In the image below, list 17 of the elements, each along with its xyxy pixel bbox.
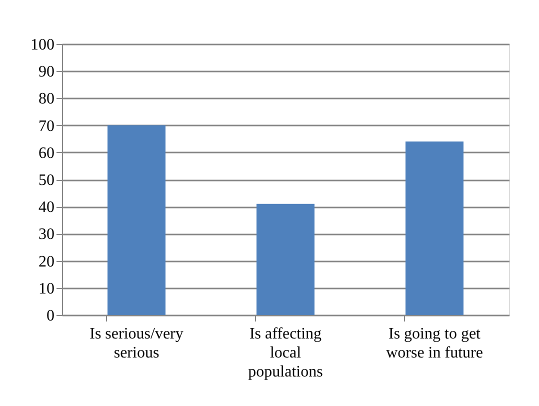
bar [108,125,166,315]
y-tick-label: 90 [38,64,54,81]
y-tick-label: 60 [38,144,54,162]
y-tick-label: 30 [38,226,54,244]
y-tick-label: 20 [38,253,54,270]
y-tick-label: 0 [46,308,54,324]
bar [406,142,464,315]
y-tick-label: 50 [38,172,54,189]
y-tick-label: 80 [38,90,54,108]
y-tick-label: 40 [38,199,54,216]
y-tick-label: 70 [38,118,54,135]
x-tick-label: Is serious/very serious [90,326,184,362]
x-tick-label: Is affecting local populations [248,326,323,380]
y-tick-label: 10 [38,280,54,298]
bar [256,204,314,315]
x-tick-label: Is going to get worse in future [386,326,483,362]
y-tick-label: 100 [30,36,54,54]
